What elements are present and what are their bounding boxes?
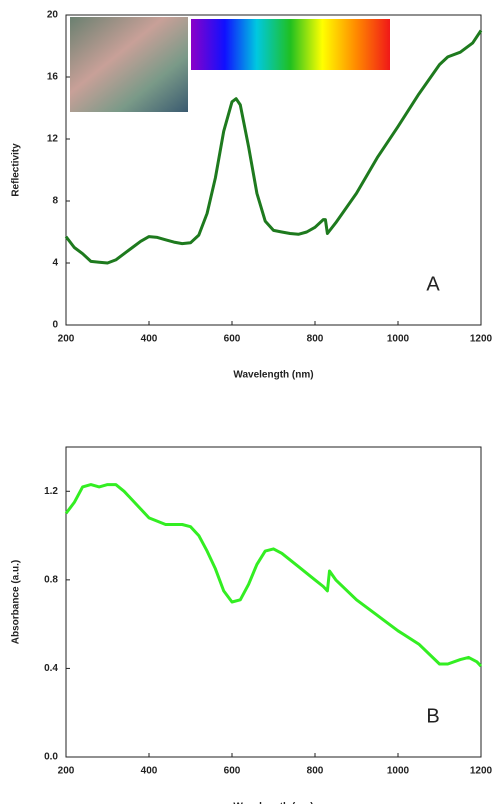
y-tick-label: 0.0: [44, 752, 58, 763]
y-axis-title: Reflectivity: [11, 143, 22, 197]
y-tick-label: 0.4: [44, 663, 58, 674]
y-tick-label: 1.2: [44, 486, 58, 497]
panel-label: A: [426, 273, 440, 295]
y-tick-label: 16: [47, 72, 59, 83]
panel-label: B: [426, 705, 439, 727]
x-tick-label: 400: [141, 334, 158, 345]
x-tick-label: 200: [58, 334, 75, 345]
y-tick-label: 8: [52, 196, 58, 207]
x-tick-label: 600: [224, 766, 241, 777]
x-tick-label: 1000: [387, 334, 410, 345]
x-tick-label: 1200: [470, 334, 493, 345]
x-tick-label: 1200: [470, 766, 493, 777]
x-tick-label: 400: [141, 766, 158, 777]
data-line: [64, 29, 483, 265]
y-tick-label: 0: [52, 320, 58, 331]
spectrum-bar: [191, 19, 390, 70]
y-tick-label: 4: [52, 258, 58, 269]
inset-photo: [70, 17, 188, 112]
x-axis-title: Wavelength (nm): [233, 370, 313, 381]
plot-frame: [65, 14, 482, 326]
y-axis-title: Absorbance (a.u.): [11, 560, 22, 644]
data-line: [64, 483, 483, 668]
y-tick-label: 0.8: [44, 574, 58, 585]
x-tick-label: 1000: [387, 766, 410, 777]
y-tick-label: 12: [47, 134, 59, 145]
x-tick-label: 600: [224, 334, 241, 345]
x-tick-label: 800: [307, 766, 324, 777]
plot-frame: [65, 446, 482, 758]
x-tick-label: 200: [58, 766, 75, 777]
y-tick-label: 20: [47, 10, 59, 21]
x-tick-label: 800: [307, 334, 324, 345]
